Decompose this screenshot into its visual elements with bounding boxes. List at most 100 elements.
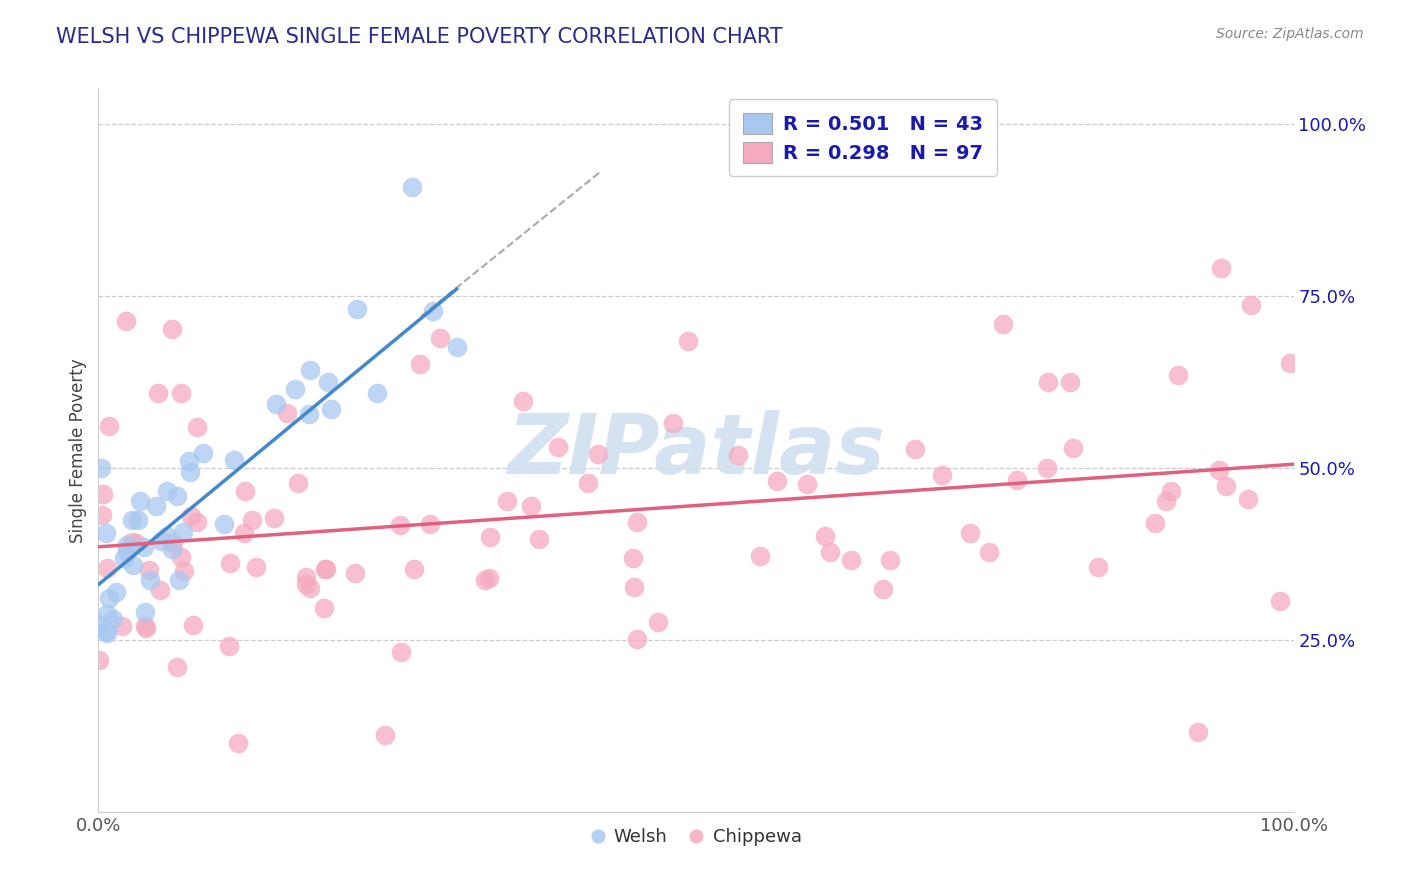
Point: [125, 536, 148, 550]
Point: [186, 516, 208, 530]
Point: [287, 475, 309, 490]
Point: [160, 322, 183, 336]
Point: [748, 549, 770, 564]
Point: [1035, 461, 1057, 475]
Point: [94, 526, 117, 541]
Point: [1237, 492, 1260, 507]
Point: [872, 582, 894, 597]
Point: [218, 639, 240, 653]
Point: [114, 313, 136, 327]
Point: [170, 386, 193, 401]
Point: [1208, 462, 1230, 476]
Point: [839, 553, 862, 567]
Point: [547, 440, 569, 454]
Point: [240, 513, 263, 527]
Point: [1268, 594, 1291, 608]
Point: [401, 180, 423, 194]
Point: [343, 566, 366, 580]
Point: [586, 447, 609, 461]
Point: [156, 484, 179, 499]
Point: [115, 538, 138, 552]
Point: [166, 489, 188, 503]
Point: [879, 553, 901, 567]
Point: [814, 529, 837, 543]
Point: [97, 419, 120, 434]
Point: [1187, 724, 1209, 739]
Point: [132, 541, 155, 555]
Point: [134, 605, 156, 619]
Point: [388, 517, 411, 532]
Point: [316, 375, 339, 389]
Point: [519, 499, 541, 513]
Point: [1143, 516, 1166, 530]
Point: [127, 513, 149, 527]
Point: [138, 563, 160, 577]
Text: Source: ZipAtlas.com: Source: ZipAtlas.com: [1216, 27, 1364, 41]
Point: [1278, 356, 1301, 370]
Point: [1215, 479, 1237, 493]
Point: [284, 383, 307, 397]
Point: [149, 533, 172, 548]
Point: [1062, 441, 1084, 455]
Point: [235, 483, 257, 498]
Point: [105, 585, 128, 599]
Point: [263, 511, 285, 525]
Point: [991, 318, 1014, 332]
Point: [979, 545, 1001, 559]
Point: [389, 645, 412, 659]
Point: [529, 532, 551, 546]
Point: [298, 407, 321, 421]
Point: [1240, 298, 1263, 312]
Text: ZIPatlas: ZIPatlas: [508, 410, 884, 491]
Point: [404, 562, 426, 576]
Point: [1059, 375, 1081, 389]
Point: [1154, 494, 1177, 508]
Point: [121, 513, 143, 527]
Legend: Welsh, Chippewa: Welsh, Chippewa: [583, 821, 808, 854]
Point: [135, 622, 157, 636]
Point: [112, 551, 135, 566]
Point: [149, 583, 172, 598]
Point: [94, 624, 117, 638]
Point: [1036, 375, 1059, 389]
Point: [156, 529, 179, 543]
Point: [419, 516, 441, 531]
Point: [662, 416, 685, 430]
Point: [298, 581, 321, 595]
Point: [766, 474, 789, 488]
Point: [429, 331, 451, 345]
Point: [346, 302, 368, 317]
Point: [314, 600, 336, 615]
Point: [191, 446, 214, 460]
Point: [166, 660, 188, 674]
Point: [172, 524, 194, 539]
Point: [224, 453, 246, 467]
Point: [446, 340, 468, 354]
Point: [474, 574, 496, 588]
Point: [1167, 368, 1189, 382]
Point: [626, 632, 648, 647]
Point: [315, 562, 337, 576]
Point: [89, 653, 111, 667]
Point: [1087, 560, 1109, 574]
Point: [576, 476, 599, 491]
Y-axis label: Single Female Poverty: Single Female Poverty: [69, 359, 87, 542]
Point: [374, 728, 396, 742]
Point: [186, 420, 208, 434]
Point: [294, 570, 316, 584]
Point: [931, 468, 953, 483]
Point: [1209, 261, 1232, 276]
Point: [676, 334, 699, 348]
Point: [314, 562, 336, 576]
Point: [91, 487, 114, 501]
Point: [180, 508, 202, 523]
Point: [409, 357, 432, 371]
Point: [478, 571, 501, 585]
Point: [319, 402, 342, 417]
Point: [170, 549, 193, 564]
Point: [623, 581, 645, 595]
Point: [647, 615, 669, 629]
Point: [299, 362, 322, 376]
Point: [101, 612, 124, 626]
Point: [96, 561, 118, 575]
